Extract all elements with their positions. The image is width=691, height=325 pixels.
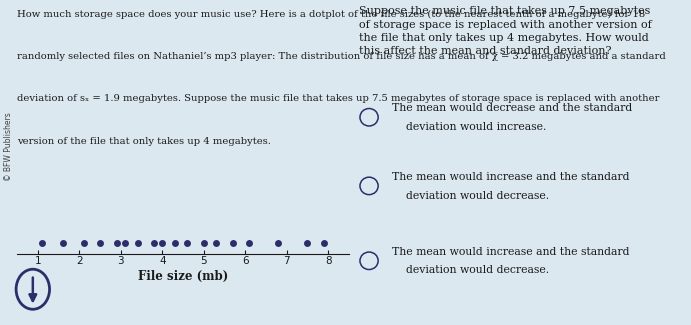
Text: deviation would decrease.: deviation would decrease. [392, 266, 549, 276]
Text: The mean would increase and the standard: The mean would increase and the standard [392, 247, 630, 257]
Text: © BFW Publishers: © BFW Publishers [3, 112, 13, 181]
Text: Suppose the music file that takes up 7.5 megabytes
of storage space is replaced : Suppose the music file that takes up 7.5… [359, 6, 652, 56]
Text: The mean would decrease and the standard: The mean would decrease and the standard [392, 103, 632, 113]
Text: deviation would increase.: deviation would increase. [392, 122, 546, 132]
Text: deviation of sₓ = 1.9 megabytes. Suppose the music file that takes up 7.5 megaby: deviation of sₓ = 1.9 megabytes. Suppose… [17, 94, 660, 103]
X-axis label: File size (mb): File size (mb) [138, 270, 228, 283]
Text: How much storage space does your music use? Here is a dotplot of the file sizes : How much storage space does your music u… [17, 10, 645, 19]
Text: randomly selected files on Nathaniel’s mp3 player: The distribution of file size: randomly selected files on Nathaniel’s m… [17, 52, 666, 61]
Text: version of the file that only takes up 4 megabytes.: version of the file that only takes up 4… [17, 136, 271, 146]
Text: deviation would decrease.: deviation would decrease. [392, 190, 549, 201]
Text: The mean would increase and the standard: The mean would increase and the standard [392, 172, 630, 182]
